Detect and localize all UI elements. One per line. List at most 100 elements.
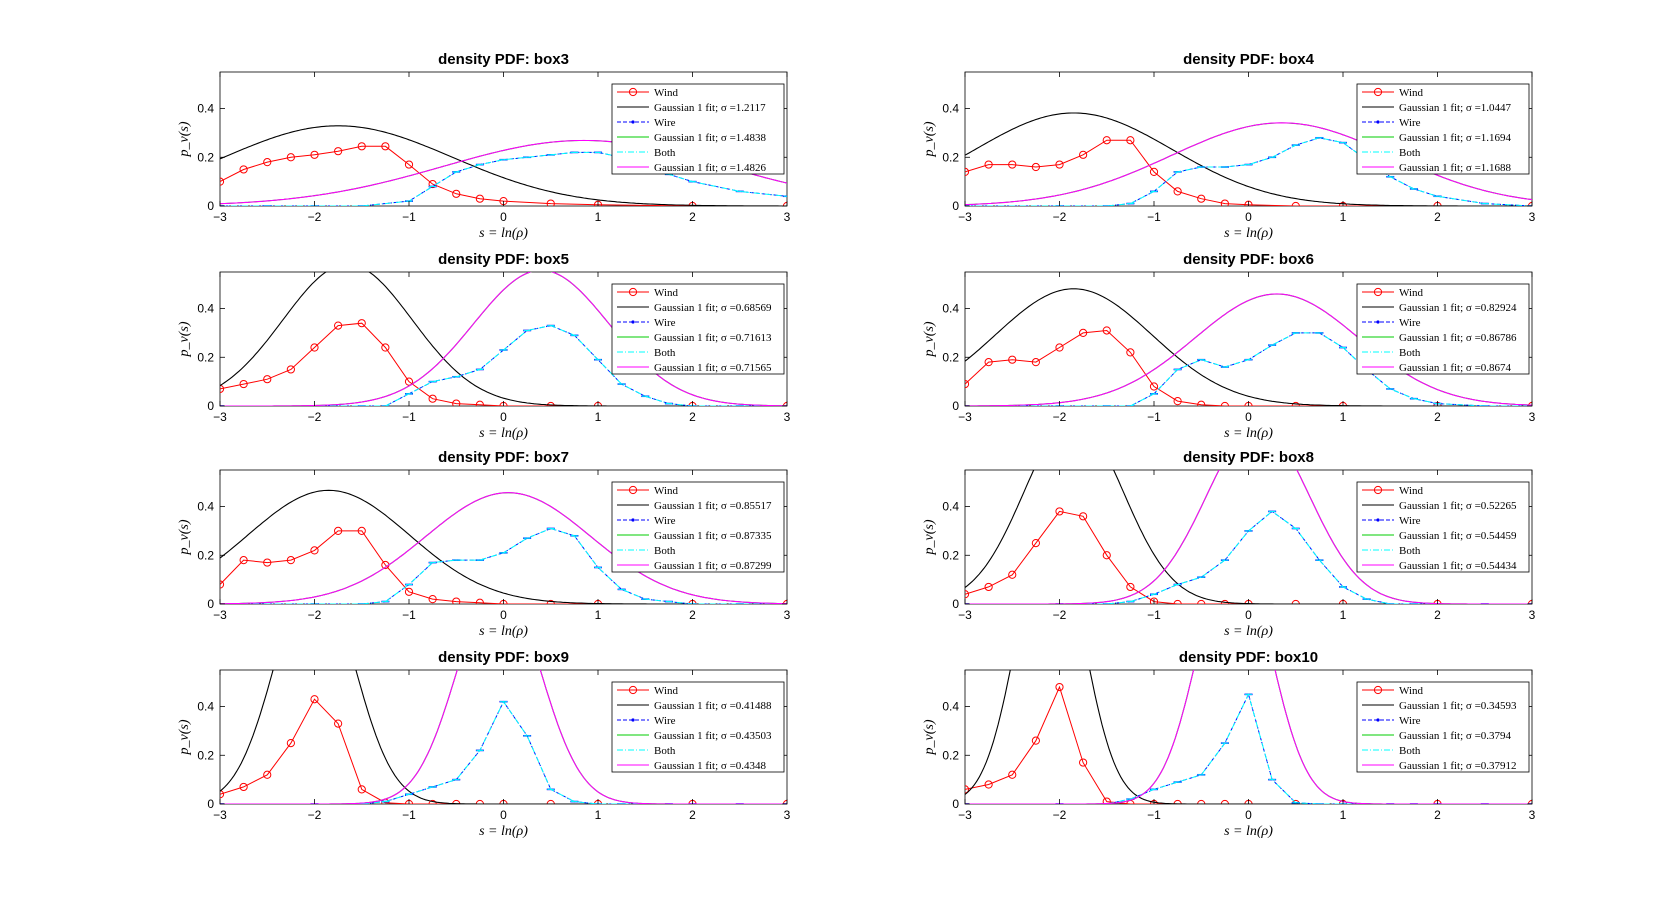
legend-entry: Wind — [1399, 485, 1423, 497]
x-axis-label: s = ln(ρ) — [479, 824, 528, 839]
series-line — [220, 145, 787, 206]
x-axis-label: s = ln(ρ) — [479, 226, 528, 241]
legend-entry: Wire — [1399, 117, 1421, 129]
panel-5: density PDF: box7 −3 −2 −1 0 1 2 3 0 0.2 0.4 s = ln… — [177, 449, 791, 639]
y-tick-label: 0.2 — [942, 350, 959, 364]
legend-entry: Wire — [654, 515, 676, 527]
legend: Wind Gaussian 1 fit; σ =1.2117 Wire Gaussia… — [611, 83, 785, 175]
legend-entry: Wind — [1399, 87, 1423, 99]
legend-entry: Wire — [654, 117, 676, 129]
x-tick-label: −2 — [308, 608, 322, 622]
data-point — [1031, 736, 1040, 745]
y-axis-label: p_v(s) — [177, 719, 192, 755]
legend: Wind Gaussian 1 fit; σ =0.82924 Wire Gaussi… — [1356, 283, 1530, 375]
x-tick-label: −2 — [308, 410, 322, 424]
data-point — [1126, 136, 1135, 145]
legend-entry: Gaussian 1 fit; σ =0.37912 — [1399, 760, 1517, 772]
x-tick-label: 0 — [500, 210, 507, 224]
legend-entry: Gaussian 1 fit; σ =0.85517 — [654, 500, 772, 512]
data-point — [1079, 328, 1088, 338]
x-axis-label: s = ln(ρ) — [1224, 824, 1273, 839]
x-tick-label: 0 — [500, 410, 507, 424]
data-point — [286, 365, 295, 374]
data-point — [1173, 397, 1182, 406]
x-tick-label: −1 — [402, 210, 416, 224]
legend-entry: Gaussian 1 fit; σ =0.3794 — [1399, 730, 1512, 742]
data-point — [1102, 326, 1111, 335]
data-point — [1220, 799, 1229, 804]
y-axis-label: p_v(s) — [922, 519, 937, 555]
data-point — [965, 590, 970, 599]
panel-title: density PDF: box8 — [1183, 449, 1314, 466]
data-point — [239, 556, 248, 565]
data-point — [452, 597, 461, 604]
x-axis-label: s = ln(ρ) — [1224, 624, 1273, 639]
data-point — [310, 150, 319, 159]
legend-entry: Gaussian 1 fit; σ =1.1688 — [1399, 162, 1512, 174]
data-point — [1055, 343, 1064, 352]
legend-entry: Wire — [1399, 515, 1421, 527]
data-point — [1220, 599, 1229, 604]
data-point — [1008, 770, 1017, 779]
data-point — [357, 319, 366, 328]
x-tick-label: −3 — [958, 210, 972, 224]
plot-area — [965, 288, 1532, 406]
y-axis-label: p_v(s) — [177, 519, 192, 555]
legend: Wind Gaussian 1 fit; σ =0.85517 Wire Gaussi… — [611, 481, 785, 573]
data-point — [1055, 507, 1064, 516]
legend-entry: Gaussian 1 fit; σ =0.4348 — [654, 760, 767, 772]
y-tick-label: 0.4 — [197, 102, 214, 116]
x-tick-label: 2 — [1434, 410, 1441, 424]
data-point — [1008, 570, 1017, 579]
panel-title: density PDF: box10 — [1179, 649, 1318, 666]
data-point — [1031, 358, 1040, 367]
legend-marker — [1373, 485, 1383, 495]
legend-entry: Gaussian 1 fit; σ =0.54434 — [1399, 560, 1517, 572]
x-tick-label: 2 — [689, 808, 696, 822]
x-tick-label: 1 — [595, 808, 602, 822]
legend-marker — [628, 685, 638, 695]
data-point — [965, 379, 970, 389]
x-tick-label: −3 — [213, 210, 227, 224]
legend-marker — [1376, 120, 1380, 124]
x-tick-label: −3 — [958, 808, 972, 822]
legend-entry: Both — [1399, 147, 1421, 159]
data-point — [334, 526, 343, 536]
legend-marker — [628, 287, 638, 297]
x-tick-label: 1 — [595, 210, 602, 224]
x-tick-label: 2 — [1434, 808, 1441, 822]
legend-entry: Both — [654, 147, 676, 159]
data-point — [1197, 599, 1206, 604]
legend-box — [611, 283, 785, 375]
legend-box — [611, 681, 785, 773]
x-tick-label: −1 — [1147, 808, 1161, 822]
data-point — [1291, 599, 1300, 604]
y-axis-label: p_v(s) — [177, 321, 192, 357]
data-point — [1008, 355, 1017, 364]
data-point — [334, 321, 343, 330]
y-tick-label: 0.2 — [197, 150, 214, 164]
data-point — [1291, 401, 1300, 406]
panel-7: density PDF: box9 −3 −2 −1 0 1 2 3 0 0.2 0.4 s = ln… — [177, 649, 791, 839]
fit-curve — [965, 122, 1532, 206]
x-tick-label: −1 — [1147, 608, 1161, 622]
y-tick-label: 0 — [952, 797, 959, 811]
data-point — [286, 738, 295, 748]
x-tick-label: 1 — [595, 410, 602, 424]
data-point — [546, 599, 555, 604]
x-tick-label: 3 — [784, 808, 791, 822]
legend-box — [1356, 83, 1530, 175]
data-point — [452, 399, 461, 406]
data-point — [1291, 201, 1300, 206]
data-point — [452, 189, 461, 198]
y-axis-label: p_v(s) — [922, 321, 937, 357]
data-point — [220, 177, 225, 186]
legend-entry: Gaussian 1 fit; σ =1.4826 — [654, 162, 767, 174]
data-point — [984, 160, 993, 169]
x-tick-label: 0 — [1245, 608, 1252, 622]
data-point — [428, 394, 437, 403]
data-point — [1055, 682, 1064, 692]
data-point — [1220, 199, 1229, 206]
panel-title: density PDF: box4 — [1183, 51, 1315, 68]
